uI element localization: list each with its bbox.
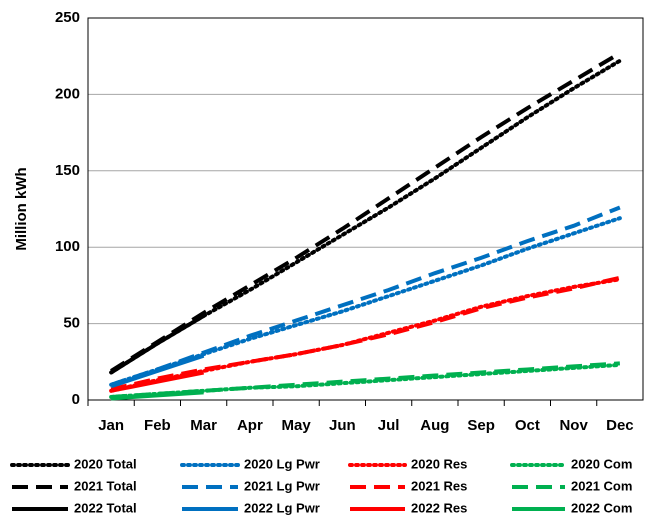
series-line <box>110 390 204 401</box>
y-tick-label: 200 <box>55 85 80 102</box>
x-tick-label: Sep <box>467 417 495 434</box>
legend-label: 2021 Res <box>411 478 467 493</box>
y-tick-label: 0 <box>72 391 80 408</box>
series-line <box>110 370 205 393</box>
y-tick-label: 50 <box>63 315 80 332</box>
x-tick-label: Mar <box>190 417 217 434</box>
x-tick-label: Oct <box>515 417 540 434</box>
x-tick-label: May <box>282 417 312 434</box>
x-tick-label: Jan <box>98 417 124 434</box>
y-tick-label: 150 <box>55 162 80 179</box>
legend-label: 2021 Lg Pwr <box>244 478 320 493</box>
legend-label: 2021 Total <box>74 478 137 493</box>
plot-border <box>87 17 644 401</box>
series-line <box>110 205 621 387</box>
x-tick-label: Apr <box>237 417 263 434</box>
x-tick-label: Aug <box>420 417 449 434</box>
x-tick-label: Feb <box>144 417 171 434</box>
legend-label: 2020 Total <box>74 456 137 471</box>
legend-label: 2022 Com <box>571 500 632 515</box>
legend-label: 2022 Lg Pwr <box>244 500 320 515</box>
legend-label: 2020 Res <box>411 456 467 471</box>
x-tick-label: Jun <box>329 417 356 434</box>
x-tick-label: Dec <box>606 417 634 434</box>
y-tick-label: 250 <box>55 9 80 26</box>
x-tick-label: Jul <box>378 417 400 434</box>
legend-label: 2022 Total <box>74 500 137 515</box>
series-line <box>110 314 205 375</box>
y-tick-label: 100 <box>55 238 80 255</box>
series-line <box>110 51 621 373</box>
x-tick-label: Nov <box>559 417 588 434</box>
legend-label: 2021 Com <box>571 478 632 493</box>
y-axis-label: Million kWh <box>13 167 30 250</box>
legend-label: 2020 Lg Pwr <box>244 456 320 471</box>
series-line <box>110 275 621 392</box>
legend-label: 2020 Com <box>571 456 632 471</box>
legend-label: 2022 Res <box>411 500 467 515</box>
series-line <box>110 353 205 389</box>
